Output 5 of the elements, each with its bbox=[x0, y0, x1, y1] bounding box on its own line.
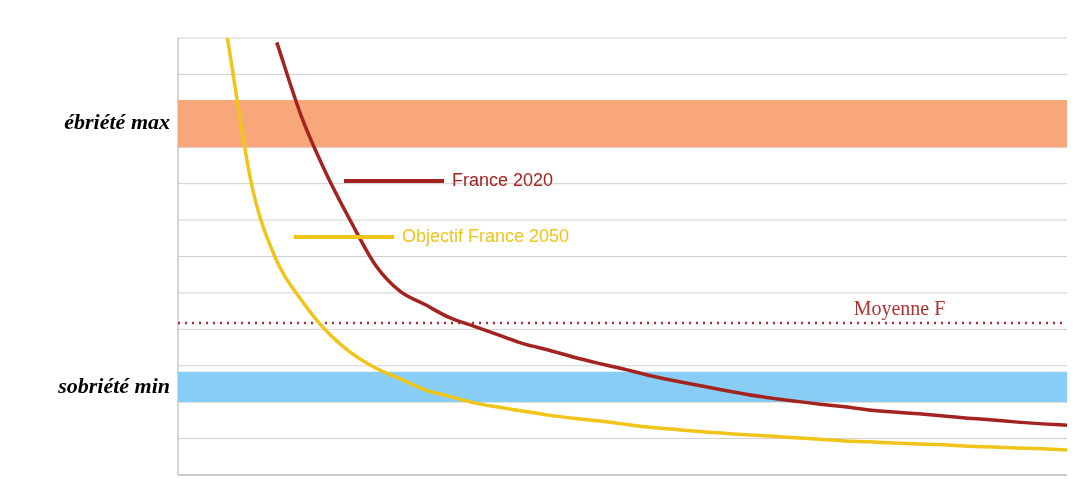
text: Objectif France 2050 bbox=[402, 226, 570, 247]
band-label: sobriété min bbox=[57, 372, 170, 398]
ref-line-label: Moyenne F bbox=[853, 297, 946, 321]
text: France 2020 bbox=[452, 170, 554, 191]
band-label: ébriété max bbox=[64, 109, 170, 135]
